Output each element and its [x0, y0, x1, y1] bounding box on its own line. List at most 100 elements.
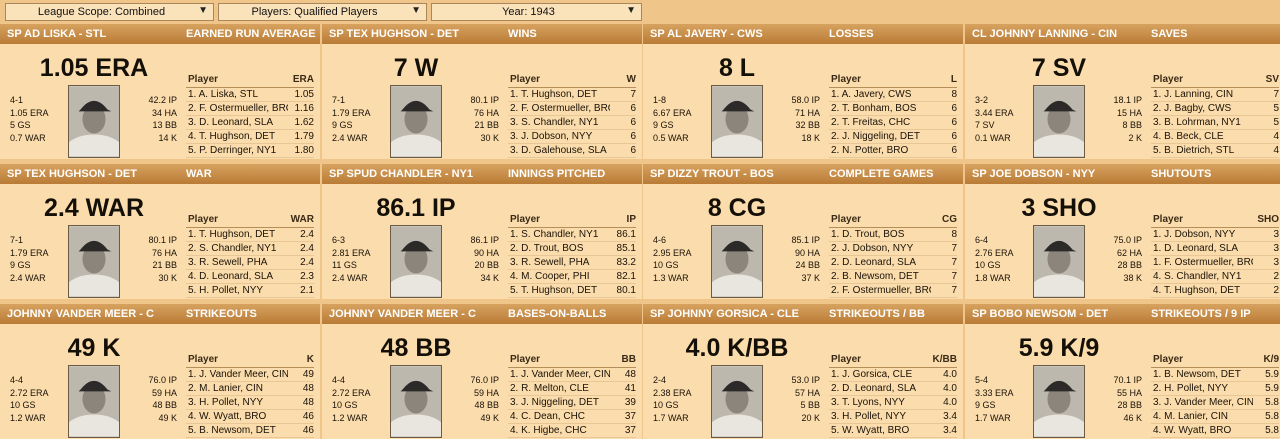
player-name[interactable]: 4. C. Dean, CHC	[510, 411, 586, 422]
stat-column-header[interactable]: K/9	[1263, 354, 1279, 365]
table-row[interactable]: 1. J. Gorsica, CLE 4.0	[829, 368, 957, 382]
player-photo[interactable]	[390, 365, 442, 438]
player-name[interactable]: 4. M. Lanier, CIN	[1153, 411, 1229, 422]
table-row[interactable]: 1. B. Newsom, DET 5.9	[1151, 368, 1279, 382]
player-name[interactable]: 2. D. Trout, BOS	[510, 243, 584, 254]
table-row[interactable]: 3. J. Niggeling, DET 39	[508, 396, 636, 410]
table-row[interactable]: 4. T. Hughson, DET 1.79	[186, 130, 314, 144]
player-name[interactable]: 3. H. Pollet, NYY	[831, 411, 907, 422]
player-photo[interactable]	[1033, 365, 1085, 438]
player-name[interactable]: 4. B. Beck, CLE	[1153, 131, 1224, 142]
table-row[interactable]: 1. T. Hughson, DET 7	[508, 88, 636, 102]
player-column-header[interactable]: Player	[188, 354, 219, 365]
table-row[interactable]: 2. M. Lanier, CIN 48	[186, 382, 314, 396]
table-row[interactable]: 4. W. Wyatt, BRO 46	[186, 410, 314, 424]
stat-column-header[interactable]: IP	[626, 214, 636, 225]
leader-title[interactable]: SP AL JAVERY - CWS	[650, 28, 763, 40]
stat-column-header[interactable]: ERA	[292, 74, 314, 85]
player-name[interactable]: 1. J. Vander Meer, CIN	[510, 369, 610, 380]
player-name[interactable]: 2. D. Leonard, SLA	[831, 383, 917, 394]
table-row[interactable]: 4. T. Hughson, DET 2	[1151, 284, 1279, 298]
league-scope-dropdown[interactable]: League Scope: Combined ▼	[5, 3, 214, 21]
player-name[interactable]: 3. D. Leonard, SLA	[188, 117, 274, 128]
leader-title[interactable]: SP AD LISKA - STL	[7, 28, 107, 40]
player-name[interactable]: 2. T. Bonham, BOS	[831, 103, 917, 114]
table-row[interactable]: 4. B. Beck, CLE 4	[1151, 130, 1279, 144]
player-photo[interactable]	[711, 85, 763, 158]
table-row[interactable]: 2. J. Bagby, CWS 5	[1151, 102, 1279, 116]
player-name[interactable]: 2. J. Niggeling, DET	[831, 131, 920, 142]
leader-title[interactable]: SP SPUD CHANDLER - NY1	[329, 168, 474, 180]
table-row[interactable]: 2. R. Melton, CLE 41	[508, 382, 636, 396]
table-row[interactable]: 4. W. Wyatt, BRO 5.8	[1151, 424, 1279, 438]
player-name[interactable]: 1. D. Leonard, SLA	[1153, 243, 1239, 254]
leader-title[interactable]: JOHNNY VANDER MEER - C	[7, 308, 154, 320]
player-column-header[interactable]: Player	[831, 214, 862, 225]
player-name[interactable]: 2. F. Ostermueller, BRO	[831, 285, 931, 296]
player-name[interactable]: 1. D. Trout, BOS	[831, 229, 905, 240]
player-column-header[interactable]: Player	[510, 354, 541, 365]
player-name[interactable]: 1. J. Vander Meer, CIN	[188, 369, 288, 380]
table-row[interactable]: 2. D. Leonard, SLA 4.0	[829, 382, 957, 396]
table-row[interactable]: 1. J. Lanning, CIN 7	[1151, 88, 1279, 102]
player-photo[interactable]	[1033, 225, 1085, 298]
leader-title[interactable]: JOHNNY VANDER MEER - C	[329, 308, 476, 320]
player-name[interactable]: 1. A. Liska, STL	[188, 89, 259, 100]
table-row[interactable]: 5. P. Derringer, NY1 1.80	[186, 144, 314, 158]
player-photo[interactable]	[390, 225, 442, 298]
table-row[interactable]: 1. J. Vander Meer, CIN 48	[508, 368, 636, 382]
stat-column-header[interactable]: K/BB	[932, 354, 957, 365]
table-row[interactable]: 4. M. Lanier, CIN 5.8	[1151, 410, 1279, 424]
leader-title[interactable]: SP TEX HUGHSON - DET	[329, 28, 459, 40]
player-name[interactable]: 2. J. Dobson, NYY	[831, 243, 914, 254]
player-name[interactable]: 1. B. Newsom, DET	[1153, 369, 1241, 380]
player-column-header[interactable]: Player	[188, 214, 219, 225]
leader-title[interactable]: SP DIZZY TROUT - BOS	[650, 168, 774, 180]
player-name[interactable]: 1. J. Lanning, CIN	[1153, 89, 1234, 100]
table-row[interactable]: 1. S. Chandler, NY1 86.1	[508, 228, 636, 242]
player-name[interactable]: 4. T. Hughson, DET	[188, 131, 276, 142]
table-row[interactable]: 2. B. Newsom, DET 7	[829, 270, 957, 284]
table-row[interactable]: 1. F. Ostermueller, BRO 3	[1151, 256, 1279, 270]
player-column-header[interactable]: Player	[1153, 354, 1184, 365]
player-column-header[interactable]: Player	[510, 214, 541, 225]
player-photo[interactable]	[711, 225, 763, 298]
player-name[interactable]: 2. H. Pollet, NYY	[1153, 383, 1229, 394]
table-row[interactable]: 2. S. Chandler, NY1 2.4	[186, 242, 314, 256]
player-name[interactable]: 1. S. Chandler, NY1	[510, 229, 599, 240]
table-row[interactable]: 4. A. Liska, STL2	[1151, 298, 1279, 299]
player-column-header[interactable]: Player	[1153, 74, 1184, 85]
player-column-header[interactable]: Player	[831, 74, 862, 85]
leader-title[interactable]: SP BOBO NEWSOM - DET	[972, 308, 1109, 320]
player-photo[interactable]	[390, 85, 442, 158]
table-row[interactable]: 2. D. Leonard, SLA 7	[829, 256, 957, 270]
stat-column-header[interactable]: L	[950, 74, 957, 85]
player-photo[interactable]	[68, 225, 120, 298]
table-row[interactable]: 1. A. Javery, CWS 8	[829, 88, 957, 102]
player-name[interactable]: 3. R. Sewell, PHA	[188, 257, 268, 268]
player-name[interactable]: 2. M. Lanier, CIN	[188, 383, 264, 394]
table-row[interactable]: 6. F. Ostermueller, BRO2.1	[186, 298, 314, 299]
player-column-header[interactable]: Player	[831, 354, 862, 365]
table-row[interactable]: 3. B. Lohrman, NY1 5	[1151, 116, 1279, 130]
table-row[interactable]: 3. J. Dobson, NYY 6	[508, 130, 636, 144]
player-name[interactable]: 3. J. Dobson, NYY	[510, 131, 593, 142]
player-name[interactable]: 1. J. Dobson, NYY	[1153, 229, 1236, 240]
stat-column-header[interactable]: WAR	[290, 214, 314, 225]
table-row[interactable]: 6. E. Durham, PIT4	[1151, 158, 1279, 159]
table-row[interactable]: 1. D. Trout, BOS 8	[829, 228, 957, 242]
player-name[interactable]: 2. F. Ostermueller, BRO	[510, 103, 610, 114]
table-row[interactable]: 1. T. Hughson, DET 2.4	[186, 228, 314, 242]
table-row[interactable]: 3. R. Sewell, PHA 83.2	[508, 256, 636, 270]
leader-title[interactable]: SP TEX HUGHSON - DET	[7, 168, 137, 180]
player-name[interactable]: 5. B. Dietrich, STL	[1153, 145, 1235, 156]
table-row[interactable]: 2. F. Ostermueller, BRO 6	[508, 102, 636, 116]
players-dropdown[interactable]: Players: Qualified Players ▼	[218, 3, 427, 21]
player-name[interactable]: 1. T. Hughson, DET	[510, 89, 598, 100]
table-row[interactable]: 6. C. Passeau, BOS79.2	[508, 298, 636, 299]
player-name[interactable]: 3. D. Galehouse, SLA	[510, 145, 607, 156]
table-row[interactable]: 5. B. Dietrich, STL 4	[1151, 144, 1279, 158]
